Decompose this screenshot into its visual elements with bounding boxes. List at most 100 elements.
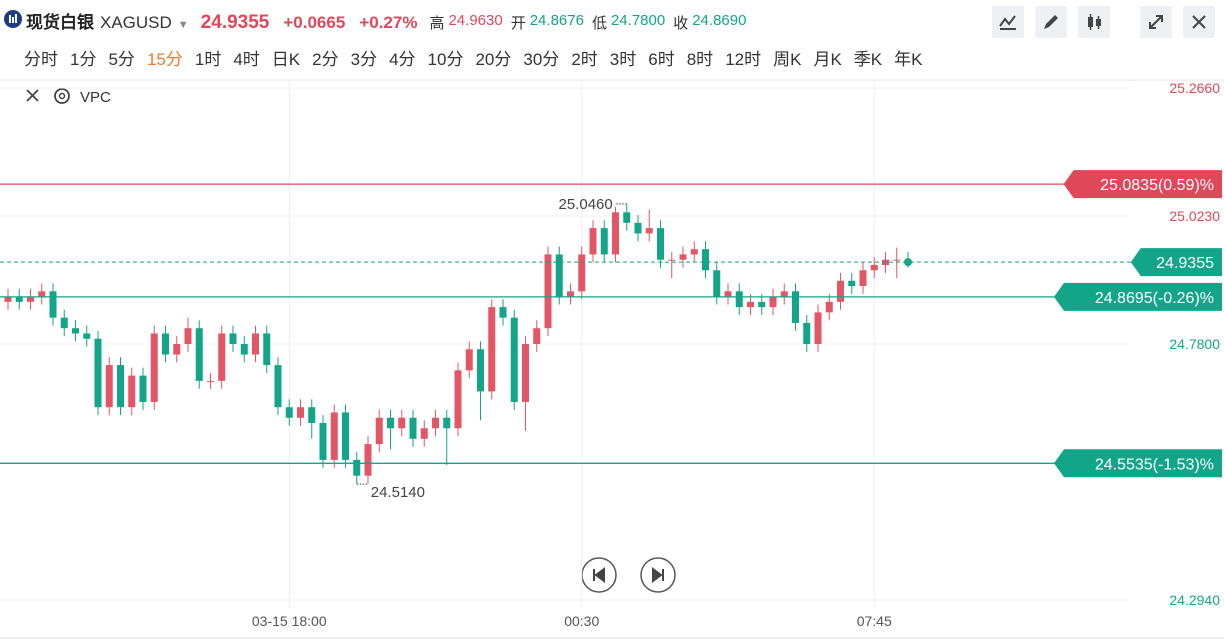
timeframe[interactable]: 2分: [312, 50, 339, 69]
stat-value: 24.8676: [529, 12, 584, 29]
last-price-dot: [904, 258, 912, 267]
candle-body: [713, 270, 721, 297]
candle-body: [488, 307, 496, 392]
candle-body: [522, 344, 529, 402]
candle-body: [454, 370, 462, 429]
annotation-label: 24.5140: [371, 484, 425, 501]
change-pct: +0.27%: [359, 13, 418, 32]
dropdown[interactable]: ▼: [177, 19, 189, 31]
candle-body: [330, 412, 338, 460]
candle-body: [38, 291, 46, 297]
timeframe[interactable]: 季K: [853, 50, 883, 69]
y-tick-label: 24.7800: [1169, 336, 1220, 352]
timeframe[interactable]: 6时: [648, 50, 675, 69]
timeframe[interactable]: 3时: [609, 50, 637, 69]
candle-body: [747, 301, 754, 308]
timeframe[interactable]: 年K: [894, 50, 923, 69]
timeframe[interactable]: 日K: [271, 50, 301, 69]
candle-body: [342, 412, 349, 460]
symbol[interactable]: XAGUSD: [100, 13, 172, 32]
draw-button[interactable]: [1035, 6, 1067, 38]
candle-body: [657, 228, 664, 260]
candle-body: [780, 291, 788, 297]
candle-body: [544, 254, 552, 329]
timeframe[interactable]: 5分: [108, 50, 135, 69]
timeframe[interactable]: 8时: [686, 50, 714, 69]
timeframes: 分时 1分 5分 15分 1时 4时 日K 2分 3分 4分 10分 20分 30分 2时 3时 6时 8时 12…: [24, 45, 934, 70]
candle-body: [465, 349, 473, 371]
candle-body: [443, 417, 451, 429]
candle-body: [668, 259, 676, 261]
line-button[interactable]: [992, 6, 1024, 38]
candle-body: [510, 317, 518, 402]
candle-body: [825, 301, 833, 313]
candle-body: [555, 254, 563, 297]
timeframe[interactable]: 周K: [773, 50, 802, 69]
price-tag-label: 24.9355: [1156, 255, 1214, 272]
timeframe[interactable]: 3分: [350, 50, 378, 69]
replay-forward[interactable]: [640, 557, 676, 593]
chart: VPC 24.2940 24.7800 25.0230 25.2660 03-15 18…: [0, 79, 1224, 639]
timeframe[interactable]: 20分: [475, 50, 512, 69]
replay-back[interactable]: [581, 557, 617, 593]
stat-label: 高: [429, 15, 445, 32]
candle-body: [769, 296, 777, 308]
timeframe[interactable]: 30分: [523, 50, 560, 69]
candle-body: [645, 228, 653, 234]
candle-body: [60, 317, 68, 329]
candle-body: [735, 291, 743, 308]
candle-body: [859, 270, 867, 287]
timeframe[interactable]: 15分: [146, 50, 183, 69]
timeframe[interactable]: 2时: [571, 50, 598, 69]
timeframe[interactable]: 1时: [194, 50, 222, 69]
indicator-label: VPC: [80, 89, 111, 106]
stat-value: 24.9630: [448, 12, 503, 29]
price-tag-label: 24.8695(-0.26)%: [1095, 290, 1214, 307]
candle-body: [375, 417, 383, 445]
timeframe[interactable]: 1分: [70, 50, 97, 69]
candle-body: [184, 328, 192, 344]
candle-body: [432, 417, 439, 429]
x-tick-label: 03-15 18:00: [252, 613, 327, 629]
candle-body: [623, 212, 631, 223]
candle-body: [499, 307, 507, 318]
timeframe[interactable]: 月K: [813, 50, 842, 69]
candle-body: [578, 254, 586, 292]
annotation-label: 25.0460: [559, 196, 613, 213]
stat-value: 24.7800: [610, 12, 666, 29]
timeframe[interactable]: 分时: [24, 50, 58, 69]
candle-body: [229, 333, 237, 344]
candle-body: [162, 333, 169, 355]
candle-body: [690, 249, 698, 255]
candle-body: [150, 333, 158, 402]
y-tick-label: 25.2660: [1169, 80, 1220, 96]
indicator-close[interactable]: [26, 89, 39, 102]
change: +0.0665: [283, 13, 346, 32]
indicator-settings[interactable]: [54, 88, 70, 104]
candle-body: [600, 228, 608, 255]
candle-body: [83, 333, 91, 339]
candle-body: [803, 322, 811, 344]
candle-body: [128, 375, 136, 408]
candle-body: [49, 291, 57, 318]
fullscreen-button[interactable]: [1140, 6, 1172, 38]
candle-body: [792, 291, 799, 323]
stat-label: 低: [591, 15, 607, 32]
timeframe[interactable]: 4时: [233, 50, 260, 69]
candle-body: [263, 333, 271, 366]
candle-button[interactable]: [1078, 6, 1110, 38]
toolbar: 现货白银 XAGUSD ▼ 24.9355 +0.0665 +0.27% 高 24…: [0, 0, 1224, 80]
close-button[interactable]: [1183, 6, 1215, 38]
candle-body: [139, 375, 147, 402]
stat-label: 开: [510, 15, 526, 32]
candle-body: [240, 344, 248, 355]
price-tag: [1063, 170, 1222, 199]
timeframe[interactable]: 10分: [427, 50, 464, 69]
y-tick-label: 25.0230: [1169, 208, 1220, 224]
candle-body: [848, 280, 856, 287]
candle-body: [758, 301, 766, 308]
timeframe[interactable]: 4分: [389, 50, 416, 69]
quote: 现货白银 XAGUSD ▼ 24.9355 +0.0665 +0.27% 高 24…: [26, 8, 750, 34]
candle-body: [117, 365, 124, 408]
timeframe[interactable]: 12时: [725, 50, 762, 69]
